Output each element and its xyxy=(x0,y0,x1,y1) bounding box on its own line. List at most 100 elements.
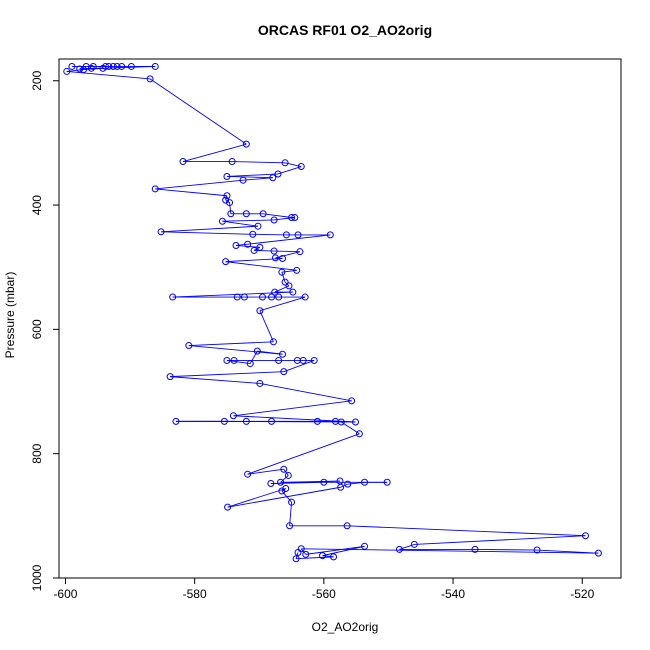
y-axis-label: Pressure (mbar) xyxy=(3,272,17,359)
data-point xyxy=(146,75,154,83)
data-point xyxy=(222,258,230,266)
data-point xyxy=(268,293,276,301)
data-point xyxy=(169,293,177,301)
data-point xyxy=(348,397,356,405)
series-segment xyxy=(280,475,289,483)
data-point xyxy=(220,417,228,425)
series-segment xyxy=(233,400,352,417)
series-segment xyxy=(322,545,365,557)
data-point xyxy=(242,140,250,148)
data-point xyxy=(533,546,541,554)
series-segment xyxy=(232,161,286,164)
data-point xyxy=(301,293,309,301)
data-point xyxy=(246,360,254,368)
data-point xyxy=(232,241,240,249)
data-point xyxy=(594,549,602,557)
plot-frame xyxy=(58,58,622,579)
data-point xyxy=(299,356,307,364)
data-point xyxy=(239,176,247,184)
data-point xyxy=(279,350,287,358)
data-point xyxy=(581,532,589,540)
series-segment xyxy=(66,70,151,80)
data-point xyxy=(127,62,135,70)
series-segment xyxy=(172,291,293,298)
data-point xyxy=(410,540,418,548)
data-point xyxy=(355,430,363,438)
series-segment xyxy=(229,202,232,214)
y-tick-label: 400 xyxy=(30,195,44,215)
data-point xyxy=(270,216,278,224)
x-tick-label: -540 xyxy=(441,587,465,601)
series-segment xyxy=(222,220,259,227)
data-point xyxy=(326,231,334,239)
data-point xyxy=(296,248,304,256)
data-point xyxy=(293,266,301,274)
series-segment xyxy=(257,350,283,355)
series-segment xyxy=(149,78,247,145)
data-point xyxy=(320,478,328,486)
data-point xyxy=(294,549,302,557)
data-point xyxy=(218,217,226,225)
data-point xyxy=(87,64,95,72)
series-segment xyxy=(227,486,341,508)
data-point xyxy=(343,522,351,530)
data-point xyxy=(395,545,403,553)
series-segment xyxy=(188,341,274,346)
series-segment xyxy=(341,421,360,435)
data-point xyxy=(250,246,258,254)
data-point xyxy=(279,255,287,263)
series-segment xyxy=(259,296,306,312)
x-axis: -600 -580 -560 -540 -520 xyxy=(53,578,595,601)
series-segment xyxy=(155,179,244,190)
data-point xyxy=(269,174,277,182)
data-point xyxy=(166,373,174,381)
data-point xyxy=(151,62,159,70)
series-segment xyxy=(79,67,92,70)
series-segment xyxy=(263,213,292,218)
series-segment xyxy=(252,233,287,236)
data-points xyxy=(63,62,602,563)
data-point xyxy=(256,243,264,251)
data-point xyxy=(383,478,391,486)
data-point xyxy=(249,230,257,238)
data-point xyxy=(280,465,288,473)
data-point xyxy=(253,347,261,355)
data-point xyxy=(76,65,84,73)
data-point xyxy=(280,368,288,376)
data-point xyxy=(223,192,231,200)
series-segment xyxy=(281,490,292,503)
data-point xyxy=(282,231,290,239)
series-segment xyxy=(226,173,279,177)
data-point xyxy=(277,478,285,486)
series-segment xyxy=(281,488,286,492)
data-point xyxy=(223,172,231,180)
data-point xyxy=(89,62,97,70)
data-point xyxy=(271,288,279,296)
series-segment xyxy=(340,483,348,488)
y-tick-label: 800 xyxy=(30,443,44,463)
data-point xyxy=(113,62,121,70)
series-segment xyxy=(235,245,260,248)
data-point xyxy=(151,185,159,193)
data-point xyxy=(256,307,264,315)
data-point xyxy=(281,278,289,286)
data-point xyxy=(269,338,277,346)
series-segment xyxy=(296,556,334,560)
series-segment xyxy=(182,143,247,162)
series-segment xyxy=(243,177,273,181)
data-point xyxy=(294,231,302,239)
data-point xyxy=(344,480,352,488)
data-point xyxy=(302,550,310,558)
data-point xyxy=(179,158,187,166)
x-tick-label: -580 xyxy=(183,587,207,601)
data-point xyxy=(319,552,327,560)
data-point xyxy=(313,417,321,425)
data-point xyxy=(288,213,296,221)
data-point xyxy=(471,545,479,553)
series-segment xyxy=(222,219,275,222)
series-segment xyxy=(170,371,284,378)
series-segment xyxy=(249,350,258,364)
data-point xyxy=(226,199,234,207)
data-point xyxy=(297,163,305,171)
y-axis: 200 400 600 800 1000 xyxy=(30,70,59,591)
